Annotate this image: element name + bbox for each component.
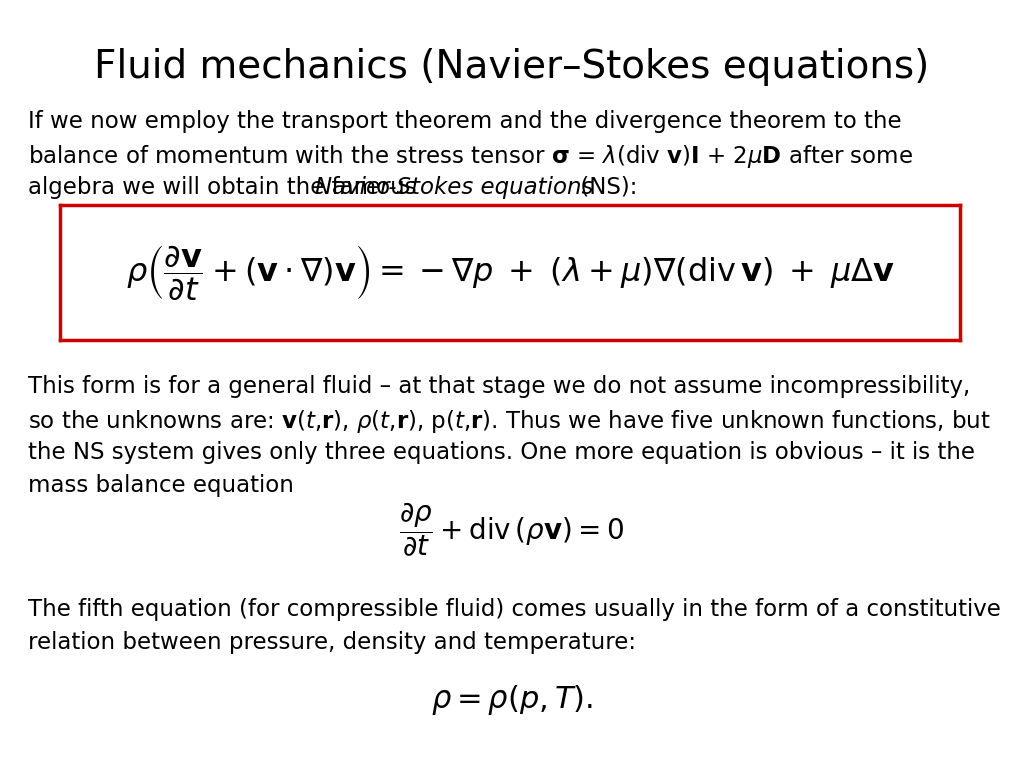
Text: mass balance equation: mass balance equation <box>28 474 294 497</box>
Text: $\dfrac{\partial\rho}{\partial t}+\mathrm{div}\,(\rho\mathbf{v})=0$: $\dfrac{\partial\rho}{\partial t}+\mathr… <box>399 501 625 559</box>
Text: Navier-Stokes equations: Navier-Stokes equations <box>315 176 593 199</box>
Text: $\rho = \rho(p,T).$: $\rho = \rho(p,T).$ <box>431 683 593 717</box>
Text: $\rho\left(\dfrac{\partial\mathbf{v}}{\partial t}+(\mathbf{v}\cdot\nabla)\mathbf: $\rho\left(\dfrac{\partial\mathbf{v}}{\p… <box>126 243 895 302</box>
Text: balance of momentum with the stress tensor $\mathbf{\sigma}$ = $\lambda$(div $\m: balance of momentum with the stress tens… <box>28 143 913 170</box>
Text: the NS system gives only three equations. One more equation is obvious – it is t: the NS system gives only three equations… <box>28 441 975 464</box>
Text: (NS):: (NS): <box>573 176 637 199</box>
Text: Fluid mechanics (Navier–Stokes equations): Fluid mechanics (Navier–Stokes equations… <box>94 48 930 86</box>
Text: algebra we will obtain the famous: algebra we will obtain the famous <box>28 176 424 199</box>
Text: so the unknowns are: $\mathbf{v}$($t$,$\mathbf{r}$), $\rho$($t$,$\mathbf{r}$), p: so the unknowns are: $\mathbf{v}$($t$,$\… <box>28 408 990 435</box>
Text: relation between pressure, density and temperature:: relation between pressure, density and t… <box>28 631 636 654</box>
Text: The fifth equation (for compressible fluid) comes usually in the form of a const: The fifth equation (for compressible flu… <box>28 598 1000 621</box>
Text: If we now employ the transport theorem and the divergence theorem to the: If we now employ the transport theorem a… <box>28 110 901 133</box>
Text: This form is for a general fluid – at that stage we do not assume incompressibil: This form is for a general fluid – at th… <box>28 375 971 398</box>
